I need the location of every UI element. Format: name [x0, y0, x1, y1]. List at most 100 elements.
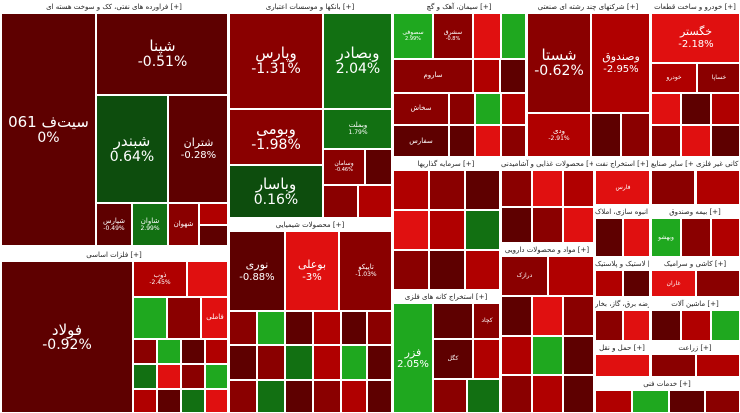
- tile-small[interactable]: [181, 364, 205, 389]
- tile-khsapa[interactable]: خساپا: [697, 63, 739, 93]
- sector-metals[interactable]: فلزات اساسی [+] فولاد -0.92% ذوب -2.45% …: [0, 248, 228, 413]
- tile-shasta[interactable]: شستا -0.62%: [527, 13, 591, 113]
- tile-boali[interactable]: بوعلی -3%: [285, 231, 339, 311]
- tile-small[interactable]: [323, 185, 358, 217]
- tile-small[interactable]: [365, 149, 391, 185]
- tile-vbsader[interactable]: وبصادر 2.04%: [323, 13, 391, 109]
- tile-small[interactable]: [133, 297, 167, 339]
- tile-small[interactable]: [681, 93, 711, 125]
- sector-small3-title[interactable]: انبوه سازی، املاک [+]: [595, 206, 649, 218]
- tile-small[interactable]: [681, 310, 711, 340]
- tile-small[interactable]: [595, 218, 623, 256]
- tile-vsaman[interactable]: وسامان -0.46%: [323, 149, 365, 185]
- tile-small[interactable]: [475, 125, 501, 156]
- sector-small9-title[interactable]: حمل و نقل [+]: [595, 342, 649, 354]
- sector-small1-title[interactable]: استخراج نفت [+]: [595, 158, 649, 170]
- tile-small[interactable]: [623, 270, 649, 296]
- tile-small[interactable]: [623, 218, 649, 256]
- tile-small[interactable]: [696, 354, 739, 376]
- tile-small[interactable]: [621, 113, 649, 156]
- sector-small5-title[interactable]: لاستیک و پلاستیک [+]: [595, 258, 649, 270]
- tile-small[interactable]: [563, 336, 593, 375]
- tile-shahvan[interactable]: شهوان: [168, 203, 199, 245]
- tile-small[interactable]: [501, 13, 525, 59]
- tile-small[interactable]: [651, 170, 694, 204]
- tile-small[interactable]: [465, 250, 499, 289]
- tile-small[interactable]: [501, 296, 532, 336]
- tile-foolad[interactable]: فولاد -0.92%: [1, 261, 133, 412]
- sector-small4[interactable]: بیمه وصندوق [+] وبهشو: [650, 205, 740, 257]
- tile-small[interactable]: [501, 170, 532, 207]
- tile-small[interactable]: [229, 380, 257, 412]
- tile-small[interactable]: [473, 339, 499, 379]
- tile-small[interactable]: [595, 354, 649, 376]
- tile-small[interactable]: [313, 380, 341, 412]
- tile-small[interactable]: [313, 311, 341, 345]
- tile-small[interactable]: [532, 207, 563, 242]
- tile-small[interactable]: [449, 93, 475, 125]
- tile-small[interactable]: [133, 389, 157, 412]
- sector-pharma[interactable]: مواد و محصولات دارویی [+] درازک: [500, 243, 594, 413]
- tile-small[interactable]: [669, 390, 705, 412]
- tile-small[interactable]: [205, 364, 227, 389]
- tile-small[interactable]: [711, 310, 739, 340]
- tile-small[interactable]: [429, 170, 465, 210]
- tile-small[interactable]: [285, 380, 313, 412]
- tile-small[interactable]: [205, 339, 227, 364]
- tile-small[interactable]: [595, 310, 623, 340]
- tile-small[interactable]: [433, 379, 467, 412]
- tile-small[interactable]: [623, 310, 649, 340]
- tile-small[interactable]: [501, 93, 525, 125]
- sector-small10-title[interactable]: زراعت [+]: [651, 342, 739, 354]
- tile-small[interactable]: [473, 13, 501, 59]
- tile-small[interactable]: [187, 261, 227, 297]
- sector-small9[interactable]: حمل و نقل [+]: [594, 341, 650, 377]
- sector-small6[interactable]: کاشی و سرامیک [+] غاران: [650, 257, 740, 297]
- tile-small[interactable]: [429, 250, 465, 289]
- tile-small[interactable]: [500, 59, 525, 93]
- tile-small[interactable]: [696, 170, 739, 204]
- tile-small[interactable]: [433, 303, 473, 339]
- tile-small[interactable]: [341, 345, 367, 380]
- tile-vbsar[interactable]: وباسار 0.16%: [229, 165, 323, 217]
- tile-fameli[interactable]: فاملی: [201, 297, 227, 339]
- tile-tapiko[interactable]: تاپیکو -1.03%: [339, 231, 391, 311]
- tile-small[interactable]: [532, 375, 563, 412]
- tile-drazak[interactable]: درازک: [501, 256, 548, 296]
- tile-small[interactable]: [429, 210, 465, 250]
- tile-small[interactable]: [449, 125, 475, 156]
- tile-shetran[interactable]: شتران -0.28%: [168, 95, 227, 203]
- tile-small[interactable]: [257, 380, 285, 412]
- tile-small[interactable]: [393, 210, 429, 250]
- tile-sekhash[interactable]: سخاش: [393, 93, 449, 125]
- tile-small[interactable]: [632, 390, 669, 412]
- tile-vbmellat[interactable]: وبملت 1.79%: [323, 109, 391, 149]
- tile-shpars[interactable]: شپارس -0.49%: [96, 203, 132, 245]
- sector-chemicals[interactable]: محصولات شیمیایی [+] نوری -0.88% بوعلی -3…: [228, 218, 392, 413]
- sector-banks-title[interactable]: بانکها و موسسات اعتباری [+]: [229, 1, 391, 13]
- tile-small[interactable]: [181, 339, 205, 364]
- tile-small[interactable]: [548, 256, 593, 296]
- sector-mining-title[interactable]: استخراج کانه های فلزی [+]: [393, 291, 499, 303]
- sector-pharma-title[interactable]: مواد و محصولات دارویی [+]: [501, 244, 593, 256]
- tile-small[interactable]: [681, 125, 711, 156]
- tile-small[interactable]: [341, 380, 367, 412]
- tile-small[interactable]: [465, 210, 499, 250]
- tile-small[interactable]: [651, 310, 681, 340]
- sector-chemicals-title[interactable]: محصولات شیمیایی [+]: [229, 219, 391, 231]
- tile-small[interactable]: [313, 345, 341, 380]
- tile-small[interactable]: [563, 170, 593, 207]
- tile-small[interactable]: [358, 185, 391, 217]
- tile-vpars[interactable]: وپارس -1.31%: [229, 13, 323, 109]
- sector-food[interactable]: محصولات غذایی و آشامیدنی [+]: [500, 157, 594, 243]
- sector-small1[interactable]: استخراج نفت [+] فارس: [594, 157, 650, 205]
- tile-small[interactable]: [501, 207, 532, 242]
- tile-small[interactable]: [501, 375, 532, 412]
- tile-small[interactable]: [711, 125, 739, 156]
- tile-small[interactable]: [133, 364, 157, 389]
- tile-shepna[interactable]: شپنا -0.51%: [96, 13, 227, 95]
- tile-sirtouf[interactable]: سیت‌ف 061 0%: [1, 13, 96, 245]
- tile-small[interactable]: [199, 203, 227, 225]
- tile-small[interactable]: [532, 336, 563, 375]
- tile-small[interactable]: [393, 170, 429, 210]
